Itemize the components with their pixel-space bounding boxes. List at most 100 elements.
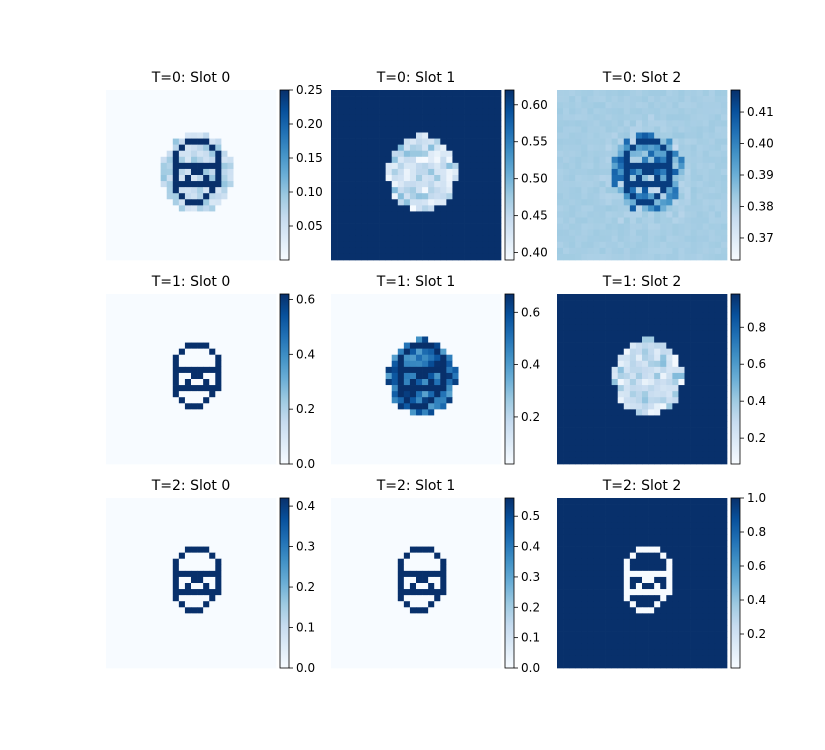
heatmap-cell (331, 318, 338, 325)
heatmap-cell (617, 241, 625, 249)
heatmap-cell (269, 217, 277, 224)
heatmap-cell (642, 433, 649, 441)
heatmap-cell (355, 439, 362, 447)
heatmap-cell (617, 211, 625, 218)
heatmap-cell (106, 504, 113, 511)
heatmap-cell (422, 247, 429, 255)
heatmap-cell (154, 451, 161, 459)
heatmap-cell (136, 300, 143, 307)
heatmap-cell (666, 187, 673, 194)
heatmap-cell (654, 235, 661, 243)
heatmap-cell (494, 175, 502, 182)
heatmap-cell (166, 498, 174, 505)
heatmap-cell (209, 528, 216, 535)
heatmap-cell (124, 241, 131, 249)
heatmap-cell (203, 150, 210, 158)
heatmap-cell (482, 175, 490, 182)
heatmap-cell (569, 181, 576, 188)
heatmap-cell (654, 336, 661, 343)
heatmap-cell (581, 181, 588, 188)
heatmap-cell (648, 120, 655, 127)
heatmap-cell (666, 114, 673, 121)
heatmap-cell (269, 360, 277, 368)
heatmap-cell (124, 181, 131, 188)
heatmap-cell (581, 366, 588, 374)
heatmap-cell (611, 379, 619, 386)
heatmap-cell (642, 253, 649, 261)
heatmap-cell (403, 300, 411, 307)
heatmap-cell (349, 162, 356, 170)
heatmap-cell (623, 457, 631, 465)
heatmap-cell (337, 205, 344, 212)
heatmap-cell (690, 409, 697, 416)
heatmap-cell (581, 336, 588, 343)
heatmap-cell (696, 397, 704, 404)
heatmap-cell (269, 108, 277, 115)
heatmap-cell (428, 324, 435, 331)
heatmap-cell (720, 391, 728, 398)
heatmap-cell (166, 421, 174, 428)
heatmap-cell (191, 385, 198, 392)
heatmap-cell (112, 132, 119, 139)
heatmap-cell (587, 348, 594, 356)
heatmap-cell (160, 409, 168, 416)
heatmap-cell (684, 330, 691, 337)
heatmap-cell (720, 181, 728, 188)
heatmap-cell (446, 211, 453, 218)
heatmap-cell (458, 457, 465, 465)
heatmap-cell (112, 138, 119, 145)
heatmap-cell (714, 181, 722, 188)
heatmap-cell (482, 366, 490, 374)
heatmap-cell (690, 156, 697, 164)
heatmap-cell (221, 253, 228, 261)
heatmap-cell (678, 253, 685, 261)
heatmap-cell (233, 138, 240, 145)
heatmap-cell (428, 451, 435, 459)
heatmap-cell (684, 312, 691, 319)
heatmap-cell (367, 354, 374, 362)
heatmap-cell (203, 162, 210, 170)
heatmap-cell (130, 241, 137, 249)
heatmap-cell (409, 312, 417, 319)
heatmap-cell (227, 427, 234, 434)
heatmap-cell (416, 379, 423, 386)
heatmap-cell (623, 138, 631, 145)
heatmap-cell (154, 294, 161, 301)
heatmap-cell (575, 312, 582, 319)
heatmap-cell (476, 372, 484, 380)
heatmap-cell (672, 181, 679, 188)
heatmap-cell (233, 168, 240, 176)
heatmap-cell (172, 300, 180, 307)
heatmap-cell (385, 150, 393, 158)
heatmap-cell (130, 385, 137, 392)
heatmap-cell (397, 391, 405, 398)
heatmap-cell (629, 342, 637, 349)
heatmap-cell (361, 306, 368, 313)
heatmap-cell (172, 348, 180, 356)
heatmap-cell (696, 372, 704, 380)
heatmap-cell (654, 217, 661, 224)
heatmap-cell (440, 90, 447, 97)
heatmap-cell (124, 211, 131, 218)
heatmap-cell (373, 433, 380, 441)
heatmap-cell (367, 126, 374, 133)
heatmap-cell (331, 223, 338, 230)
heatmap-cell (690, 108, 697, 115)
heatmap-cell (648, 199, 655, 206)
heatmap-cell (367, 138, 374, 145)
heatmap-cell (409, 211, 417, 218)
heatmap-cell (666, 366, 673, 374)
heatmap-cell (660, 391, 667, 398)
heatmap-cell (617, 372, 625, 380)
heatmap-cell (355, 445, 362, 453)
heatmap-cell (446, 120, 453, 127)
heatmap-cell (452, 229, 459, 237)
heatmap-cell (452, 108, 459, 115)
heatmap-cell (702, 181, 710, 188)
heatmap-cell (452, 156, 459, 164)
heatmap-cell (184, 504, 192, 511)
heatmap-cell (385, 300, 393, 307)
heatmap-cell (160, 229, 168, 237)
heatmap-cell (160, 439, 168, 447)
heatmap-cell (251, 439, 259, 447)
